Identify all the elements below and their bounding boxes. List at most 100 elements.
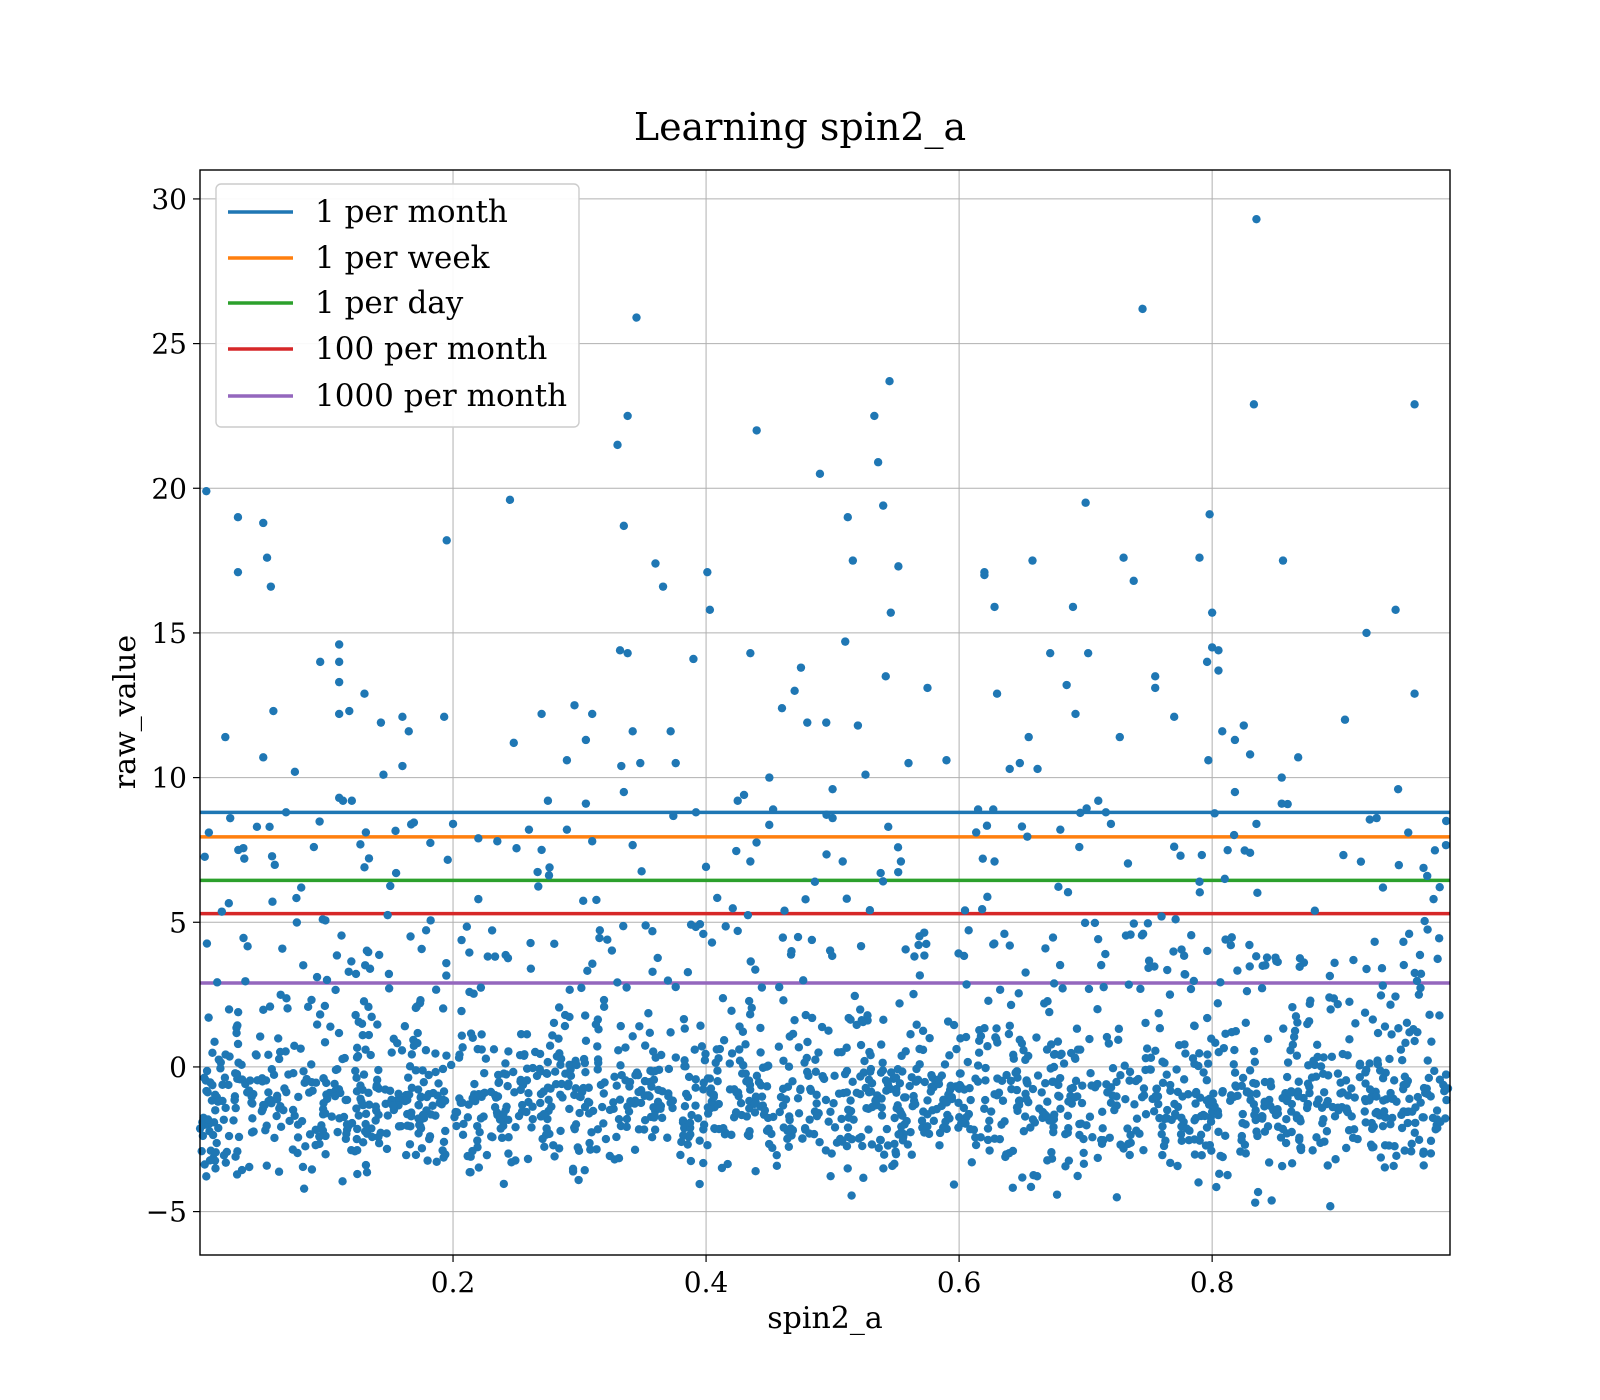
scatter-point [1250,1198,1260,1207]
scatter-point [208,1080,217,1090]
scatter-point [897,1122,906,1131]
scatter-point [1112,1077,1121,1087]
scatter-point [344,967,353,976]
scatter-point [1416,969,1426,979]
scatter-point [985,1146,994,1155]
scatter-point [562,756,572,765]
scatter-point [1064,1097,1073,1106]
scatter-point [1376,991,1386,1000]
scatter-point [267,852,277,861]
scatter-point [876,868,885,878]
scatter-point [1173,1161,1182,1171]
scatter-point [691,808,701,817]
scatter-point [203,1088,212,1097]
scatter-point [496,1124,505,1133]
scatter-point [1299,958,1309,967]
scatter-point [878,1058,887,1067]
scatter-point [1223,1170,1232,1180]
scatter-point [338,796,348,805]
scatter-point [1230,735,1240,745]
scatter-point [480,1068,489,1078]
scatter-point [923,1096,932,1105]
scatter-point [232,1028,241,1038]
scatter-point [997,1076,1007,1086]
scatter-point [580,1102,590,1112]
scatter-point [365,964,375,973]
scatter-point [801,895,810,904]
scatter-point [1042,1111,1051,1121]
scatter-point [583,966,592,976]
scatter-point [1333,1069,1343,1078]
scatter-point [1305,1082,1314,1092]
scatter-point [299,1067,308,1076]
scatter-point [1237,1081,1246,1091]
scatter-point [509,738,518,748]
scatter-point [264,1088,273,1097]
scatter-point [452,1121,461,1131]
scatter-point [312,1020,322,1029]
scatter-point [221,1103,230,1113]
scatter-point [1102,1032,1112,1042]
scatter-point [1430,1066,1439,1076]
scatter-point [1430,846,1440,855]
scatter-point [233,1021,242,1030]
scatter-point [1387,1030,1396,1039]
scatter-point [1420,916,1429,926]
scatter-point [1326,1202,1335,1211]
scatter-point [1195,1093,1205,1102]
scatter-point [918,1026,928,1036]
scatter-point [385,1086,395,1095]
scatter-point [764,1139,774,1149]
scatter-point [262,1161,271,1170]
scatter-point [691,1075,700,1084]
scatter-point [422,1092,432,1102]
scatter-point [641,921,650,930]
scatter-point [818,1072,827,1081]
scatter-point [778,933,788,942]
scatter-point [1216,1151,1225,1161]
scatter-point [863,1011,872,1020]
scatter-point [940,1060,950,1069]
scatter-point [213,1097,223,1106]
scatter-point [671,982,680,992]
scatter-point [550,1067,560,1076]
scatter-point [503,1081,512,1091]
scatter-point [619,521,629,531]
scatter-point [381,1099,390,1109]
scatter-point [1249,400,1259,409]
scatter-point [1402,1018,1412,1028]
scatter-point [1162,1070,1171,1079]
scatter-point [1215,1169,1224,1178]
scatter-point [977,905,987,914]
scatter-point [870,411,879,421]
scatter-point [793,1094,803,1103]
scatter-point [1277,799,1286,808]
scatter-point [874,1143,883,1153]
scatter-point [507,1158,516,1167]
scatter-point [225,1052,234,1061]
scatter-point [556,1090,565,1099]
scatter-point [543,1057,552,1067]
scatter-point [1151,1046,1160,1055]
scatter-point [524,1089,533,1098]
scatter-point [1141,1018,1150,1028]
scatter-point [756,1023,765,1033]
scatter-point [1210,809,1219,818]
scatter-point [828,784,837,794]
scatter-point [1414,1135,1424,1145]
scatter-point [540,1142,549,1152]
scatter-point [1311,1072,1321,1081]
scatter-point [1079,1148,1088,1158]
scatter-point [337,931,346,940]
scatter-point [457,935,466,945]
scatter-point [1362,964,1371,974]
scatter-point [668,1103,677,1113]
scatter-point [884,822,893,831]
scatter-point [1104,1039,1114,1048]
scatter-point [821,1095,831,1105]
scatter-point [526,964,536,973]
scatter-point [614,1115,624,1124]
scatter-point [1442,816,1451,826]
scatter-point [516,1075,525,1085]
scatter-point [961,1119,970,1128]
